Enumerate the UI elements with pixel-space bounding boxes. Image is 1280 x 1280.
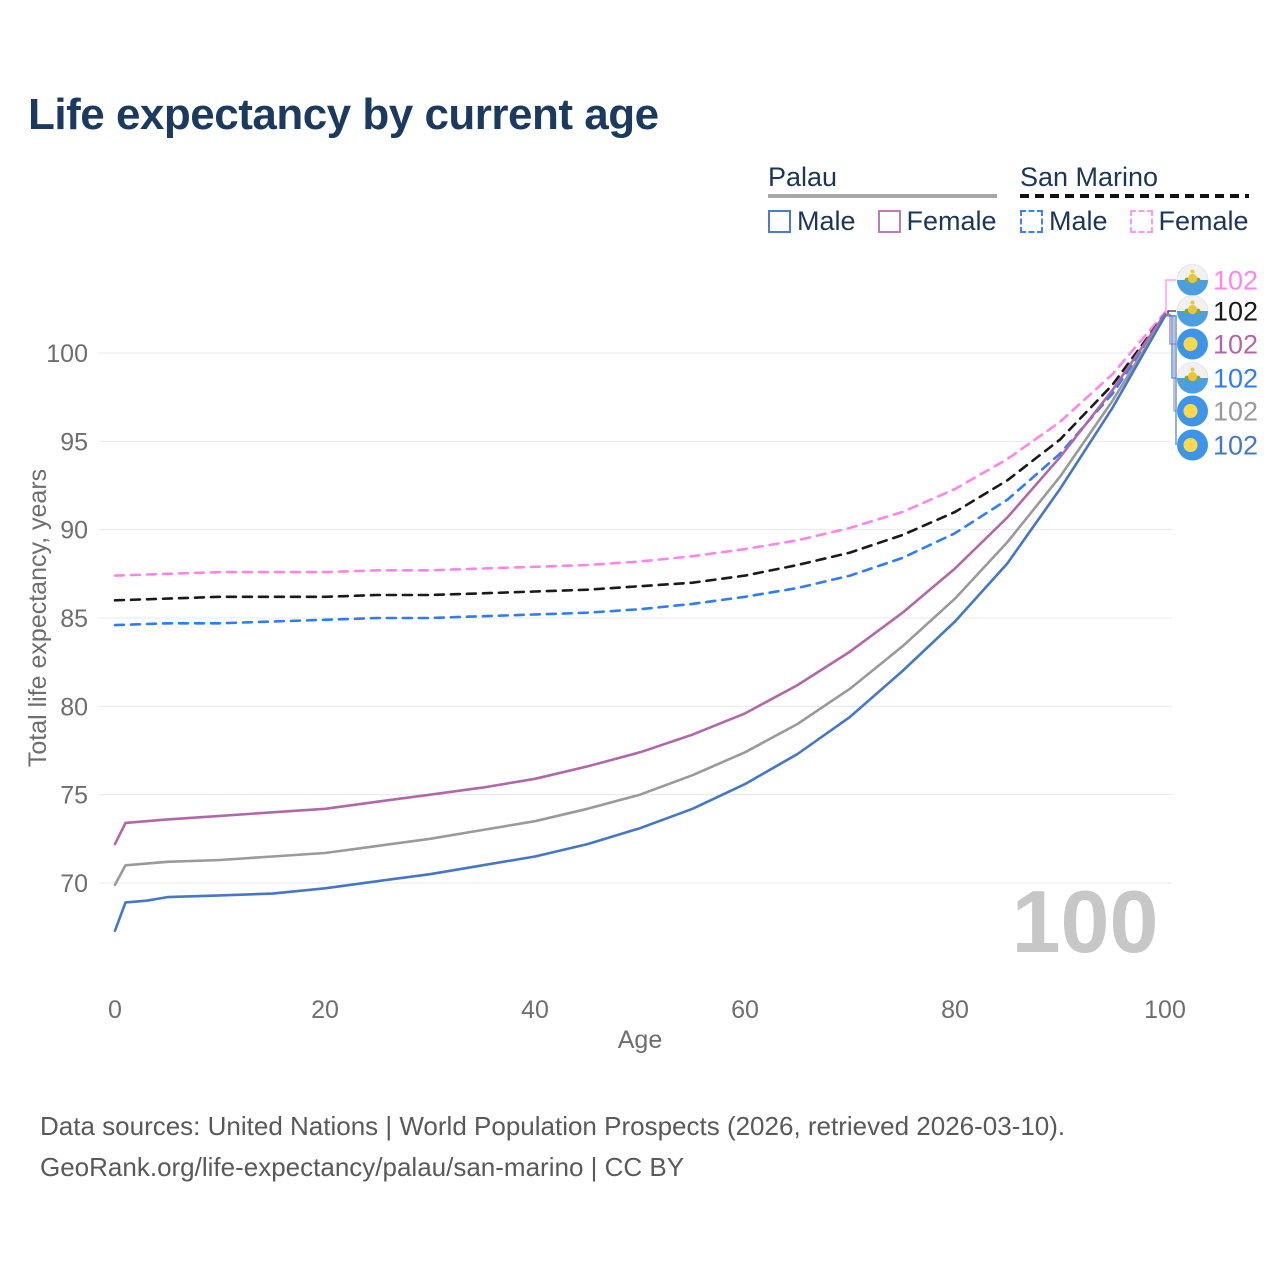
y-tick-label: 100 bbox=[46, 340, 88, 368]
end-value-label: 102 bbox=[1213, 297, 1258, 327]
flag-band bbox=[1177, 280, 1208, 296]
y-tick-label: 75 bbox=[60, 782, 88, 810]
end-value-label: 102 bbox=[1213, 266, 1258, 296]
flag-emblem bbox=[1187, 304, 1198, 315]
y-tick-label: 85 bbox=[60, 605, 88, 633]
flag-band bbox=[1177, 378, 1208, 394]
end-label-palau-male: 102 bbox=[1165, 315, 1258, 461]
flag-icon-palau bbox=[1177, 328, 1208, 360]
legend-item-san-marino-male[interactable]: Male bbox=[1020, 206, 1108, 237]
page-title: Life expectancy by current age bbox=[28, 90, 659, 139]
attribution-link-text[interactable]: GeoRank.org/life-expectancy/palau/san-ma… bbox=[40, 1152, 685, 1182]
flag-band bbox=[1177, 311, 1208, 327]
legend-group-title-palau: Palau bbox=[768, 162, 838, 192]
end-value-label: 102 bbox=[1213, 397, 1258, 427]
x-axis-title: Age bbox=[618, 1026, 662, 1054]
legend-swatch bbox=[1020, 210, 1043, 233]
flag-moon bbox=[1183, 438, 1198, 452]
end-label-palau-female: 102 bbox=[1165, 313, 1258, 360]
end-label-palau: 102 bbox=[1165, 315, 1258, 427]
flag-emblem-crown bbox=[1190, 300, 1195, 305]
series-line-palau-female bbox=[113, 312, 1167, 846]
flag-icon-san-marino bbox=[1176, 264, 1209, 296]
y-tick-label: 70 bbox=[60, 870, 88, 898]
legend-item-label: Male bbox=[1049, 206, 1108, 236]
legend-swatch bbox=[877, 210, 901, 233]
x-tick-label: 0 bbox=[108, 996, 122, 1024]
label-connector bbox=[1165, 313, 1176, 345]
series-line-palau-male bbox=[113, 314, 1167, 933]
flag-emblem bbox=[1187, 371, 1198, 382]
footer-source-note: Data sources: United Nations | World Pop… bbox=[40, 1106, 1065, 1188]
end-value-label: 102 bbox=[1213, 431, 1258, 461]
y-tick-label: 90 bbox=[60, 517, 88, 545]
flag-icon-san-marino bbox=[1176, 362, 1209, 394]
series-line-palau bbox=[113, 314, 1167, 887]
x-tick-label: 60 bbox=[731, 996, 759, 1024]
label-connector bbox=[1165, 315, 1177, 445]
data-sources-text: Data sources: United Nations | World Pop… bbox=[40, 1111, 1066, 1141]
end-value-label: 102 bbox=[1213, 330, 1258, 360]
label-connector bbox=[1165, 279, 1176, 314]
x-tick-label: 100 bbox=[1144, 996, 1186, 1024]
legend-item-palau-female[interactable]: Female bbox=[877, 206, 997, 237]
y-axis-title: Total life expectancy, years bbox=[24, 469, 52, 767]
legend-group-san-marino: San Marino Male Female bbox=[1020, 162, 1249, 237]
legend-group-palau: Palau Male Female bbox=[768, 162, 997, 237]
flag-emblem-crown bbox=[1190, 269, 1195, 274]
x-tick-label: 40 bbox=[521, 996, 549, 1024]
age-indicator-watermark: 100 bbox=[1012, 872, 1159, 971]
flag-icon-palau bbox=[1177, 395, 1208, 427]
y-tick-label: 95 bbox=[60, 428, 88, 456]
series-line-san-marino-male bbox=[113, 314, 1167, 627]
series-line-san-marino bbox=[113, 312, 1167, 602]
flag-icon-palau bbox=[1177, 429, 1208, 461]
legend-item-label: Female bbox=[1158, 206, 1249, 236]
legend-group-title-san-marino: San Marino bbox=[1020, 162, 1159, 192]
end-label-san-marino-female: 102 bbox=[1165, 264, 1258, 314]
end-label-san-marino-male: 102 bbox=[1165, 315, 1258, 394]
legend-item-san-marino-female[interactable]: Female bbox=[1129, 206, 1249, 237]
flag-emblem bbox=[1187, 273, 1198, 284]
y-tick-label: 80 bbox=[60, 693, 88, 721]
legend-linestyle-solid bbox=[768, 194, 997, 198]
legend-linestyle-dashed bbox=[1020, 194, 1249, 198]
legend-item-label: Male bbox=[797, 206, 856, 236]
x-tick-label: 20 bbox=[311, 996, 339, 1024]
legend-item-label: Female bbox=[906, 206, 997, 236]
flag-emblem-crown bbox=[1190, 367, 1195, 372]
x-tick-label: 80 bbox=[941, 996, 969, 1024]
legend-swatch bbox=[1129, 210, 1153, 233]
flag-icon-san-marino bbox=[1176, 295, 1209, 327]
end-label-san-marino: 102 bbox=[1165, 295, 1258, 327]
legend-swatch bbox=[768, 210, 791, 233]
legend-item-palau-male[interactable]: Male bbox=[768, 206, 856, 237]
flag-moon bbox=[1183, 337, 1198, 351]
flag-moon bbox=[1183, 404, 1198, 418]
end-value-label: 102 bbox=[1213, 364, 1258, 394]
series-line-san-marino-female bbox=[113, 311, 1167, 577]
